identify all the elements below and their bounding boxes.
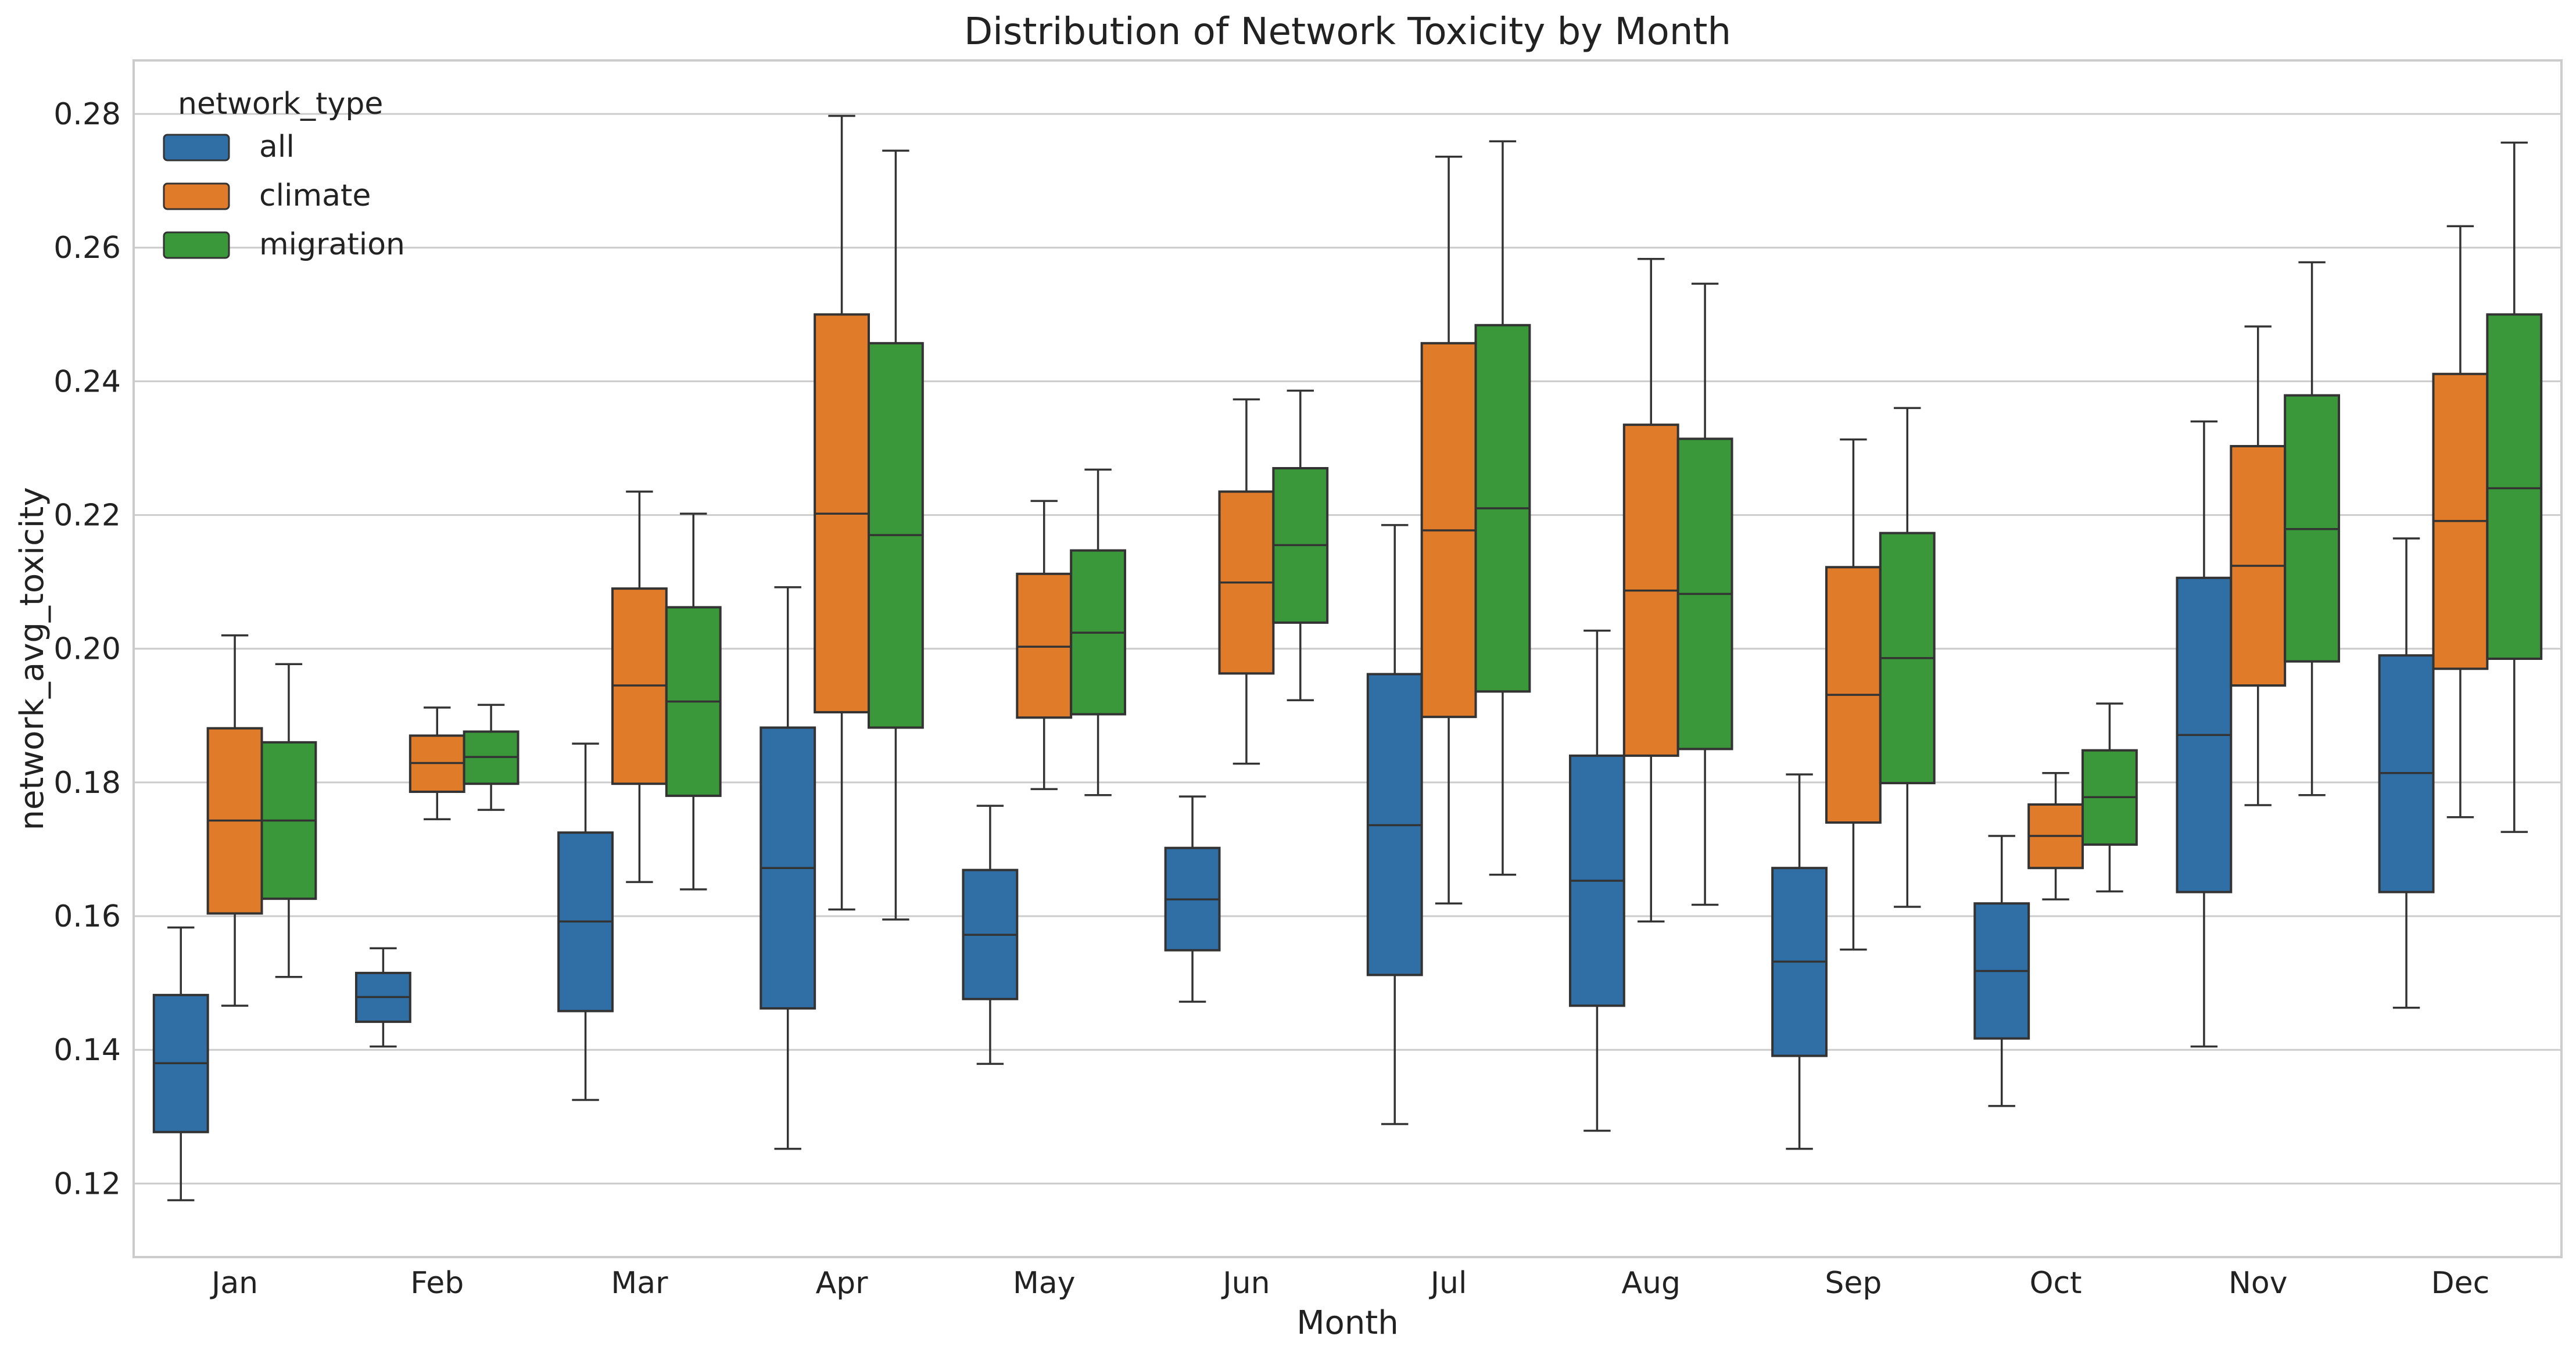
- y-axis-label: network_avg_toxicity: [13, 487, 51, 830]
- y-tick-label: 0.12: [53, 1166, 121, 1201]
- x-tick-label: Jun: [1221, 1266, 1270, 1301]
- x-tick-label: Apr: [816, 1266, 869, 1301]
- grid-layer: [134, 113, 2561, 1184]
- box-all-aug: [1568, 629, 1625, 1132]
- box-climate-jul: [1420, 155, 1477, 904]
- x-tick-label: Oct: [2030, 1266, 2082, 1301]
- box-climate-mar: [611, 490, 668, 884]
- box-all-nov: [2176, 420, 2233, 1048]
- box-body: [2486, 313, 2543, 660]
- box-migration-jun: [1272, 389, 1329, 702]
- box-climate-oct: [2027, 772, 2084, 901]
- x-tick-label: Dec: [2431, 1266, 2490, 1301]
- box-migration-nov: [2284, 261, 2341, 796]
- box-migration-jul: [1474, 140, 1531, 876]
- x-tick-label: May: [1013, 1266, 1076, 1301]
- y-tick-label: 0.14: [53, 1033, 121, 1068]
- legend-label-climate: climate: [259, 178, 371, 213]
- box-all-apr: [759, 586, 816, 1150]
- series-climate: [206, 114, 2489, 1007]
- box-layer: [152, 114, 2543, 1201]
- legend-swatch-all: [163, 134, 230, 161]
- box-migration-jan: [260, 663, 317, 978]
- box-all-mar: [557, 742, 614, 1101]
- chart-title: Distribution of Network Toxicity by Mont…: [964, 10, 1731, 53]
- y-tick-label: 0.28: [53, 97, 121, 132]
- box-all-jun: [1164, 795, 1221, 1003]
- box-all-jan: [152, 926, 209, 1201]
- y-tick-label: 0.24: [53, 364, 121, 399]
- box-all-jul: [1366, 524, 1423, 1125]
- x-tick-label: Feb: [410, 1266, 464, 1301]
- box-climate-dec: [2432, 225, 2489, 818]
- box-migration-apr: [868, 149, 924, 921]
- legend-swatch-climate: [163, 182, 230, 210]
- legend-title: network_type: [178, 87, 383, 121]
- box-migration-feb: [463, 703, 520, 811]
- box-climate-apr: [814, 114, 870, 911]
- box-climate-jan: [206, 634, 263, 1007]
- legend-swatch-migration: [163, 231, 230, 259]
- box-all-feb: [354, 947, 411, 1048]
- x-tick-label: Aug: [1621, 1266, 1681, 1301]
- series-migration: [260, 140, 2543, 978]
- y-axis-ticks: 0.12 0.14 0.16 0.18 0.20 0.22 0.24 0.26 0.28: [53, 97, 121, 1201]
- legend: network_type all climate migration: [163, 87, 405, 262]
- box-migration-sep: [1879, 407, 1936, 908]
- plot-frame: [132, 59, 2563, 1258]
- x-tick-label: Nov: [2229, 1266, 2288, 1301]
- box-migration-aug: [1676, 282, 1733, 906]
- legend-label-migration: migration: [259, 227, 405, 262]
- box-migration-mar: [665, 512, 722, 891]
- box-migration-dec: [2486, 141, 2543, 833]
- y-tick-label: 0.26: [53, 231, 121, 265]
- box-climate-nov: [2230, 325, 2287, 806]
- x-tick-label: Jul: [1429, 1266, 1467, 1301]
- y-tick-label: 0.18: [53, 766, 121, 800]
- x-axis-ticks: Jan Feb Mar Apr May Jun Jul Aug Sep Oct Nov Dec: [210, 1266, 2489, 1301]
- x-axis-label: Month: [1296, 1304, 1399, 1342]
- box-climate-aug: [1622, 258, 1679, 923]
- box-all-dec: [2378, 537, 2435, 1009]
- box-all-sep: [1771, 773, 1828, 1150]
- box-climate-may: [1016, 500, 1073, 791]
- y-tick-label: 0.20: [53, 632, 121, 667]
- series-all: [152, 420, 2435, 1201]
- legend-items: all climate migration: [163, 130, 405, 262]
- box-migration-oct: [2081, 702, 2138, 893]
- box-climate-feb: [409, 706, 465, 820]
- box-all-may: [962, 805, 1019, 1065]
- x-tick-label: Jan: [210, 1266, 258, 1301]
- y-tick-label: 0.22: [53, 498, 121, 533]
- box-climate-sep: [1825, 438, 1882, 951]
- x-tick-label: Sep: [1825, 1266, 1882, 1301]
- box-climate-jun: [1218, 398, 1275, 765]
- legend-label-all: all: [259, 130, 295, 164]
- box-all-oct: [1973, 835, 2030, 1107]
- box-migration-may: [1070, 468, 1127, 796]
- y-tick-label: 0.16: [53, 899, 121, 934]
- x-tick-label: Mar: [611, 1266, 668, 1301]
